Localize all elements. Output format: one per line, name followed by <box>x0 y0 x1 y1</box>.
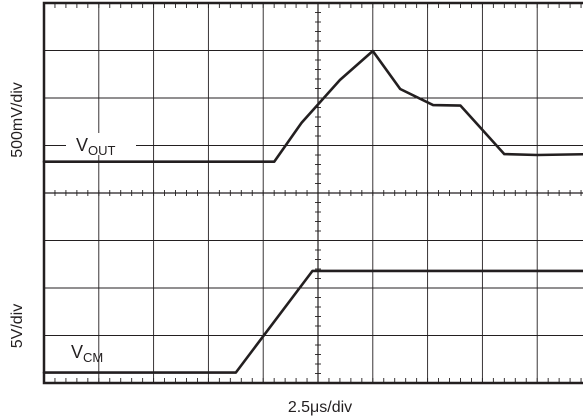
vcm-trace <box>42 269 583 374</box>
vout-label-group: VOUT <box>66 133 136 158</box>
bottom-y-axis-label: 5V/div <box>9 304 26 348</box>
plot-frame <box>42 1 583 385</box>
vcm-label-group: VCM <box>71 342 103 365</box>
graticule <box>44 3 583 383</box>
vout-trace <box>42 49 583 163</box>
top-y-axis-label: 500mV/div <box>9 82 26 158</box>
x-axis-label: 2.5μs/div <box>288 399 352 416</box>
vcm-label: VCM <box>71 342 103 365</box>
vout-label: VOUT <box>76 135 116 158</box>
traces <box>42 49 583 374</box>
